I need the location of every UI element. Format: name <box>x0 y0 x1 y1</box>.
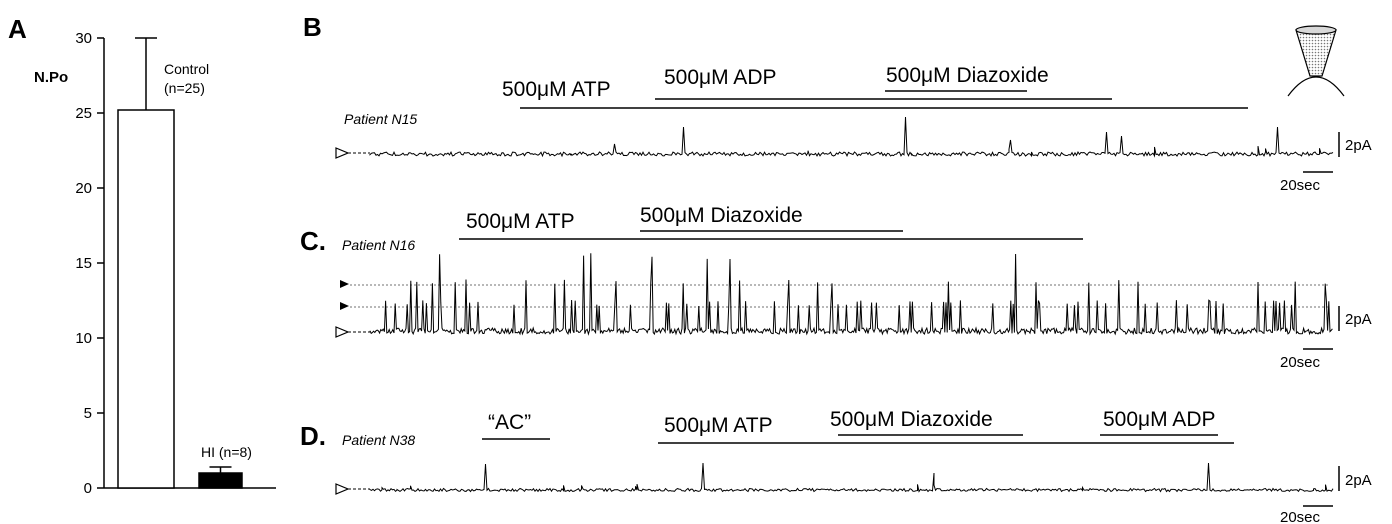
y-tick-label: 25 <box>75 105 92 122</box>
open-level-marker-1 <box>340 302 349 310</box>
scale-bar-current-label: 2pA <box>1345 472 1372 489</box>
y-tick-label: 30 <box>75 30 92 47</box>
scale-bar-current-label: 2pA <box>1345 311 1372 328</box>
panel-c-letter: C. <box>300 226 326 256</box>
panel-b: B 500μM ATP 500μM ADP 500μM Diazoxide Pa… <box>303 12 1372 194</box>
drug-label-adp: 500μM ADP <box>664 66 777 89</box>
open-level-marker-2 <box>340 280 349 288</box>
current-trace <box>369 253 1333 336</box>
drug-label-diazoxide: 500μM Diazoxide <box>640 204 803 227</box>
closed-level-marker <box>335 326 350 338</box>
bar-control <box>117 109 175 489</box>
patch-pipette-icon <box>1287 25 1345 97</box>
closed-level-marker <box>335 147 350 159</box>
drug-label-diazoxide: 500μM Diazoxide <box>886 64 1049 87</box>
patient-label: Patient N38 <box>342 432 415 448</box>
y-tick-label: 10 <box>75 330 92 347</box>
panel-a: A N.Po 0 5 10 15 20 25 30 Control (n=25) HI (n=8… <box>8 14 276 497</box>
panel-b-letter: B <box>303 12 322 42</box>
y-ticks: 0 5 10 15 20 25 30 <box>75 30 104 497</box>
y-tick-label: 0 <box>84 480 92 497</box>
panel-d-letter: D. <box>300 421 326 451</box>
drug-label-ac: “AC” <box>488 411 531 434</box>
closed-level-marker <box>335 483 350 495</box>
current-trace <box>369 116 1334 158</box>
panel-c: C. Patient N16 500μM ATP 500μM Diazoxide… <box>300 204 1372 371</box>
drug-label-atp: 500μM ATP <box>466 210 575 233</box>
y-tick-label: 20 <box>75 180 92 197</box>
drug-label-diazoxide: 500μM Diazoxide <box>830 408 993 431</box>
drug-label-atp: 500μM ATP <box>664 414 773 437</box>
bar-label: Control <box>164 61 209 77</box>
current-trace <box>369 462 1334 493</box>
patient-label: Patient N15 <box>344 111 417 127</box>
bar-label: HI (n=8) <box>201 444 252 460</box>
y-tick-label: 5 <box>84 405 92 422</box>
patient-label: Patient N16 <box>342 237 415 253</box>
scale-bar-current-label: 2pA <box>1345 137 1372 154</box>
bar-hi <box>198 472 243 489</box>
scale-bar-time-label: 20sec <box>1280 509 1321 524</box>
scale-bar-time-label: 20sec <box>1280 354 1321 371</box>
drug-label-atp: 500μM ATP <box>502 78 611 101</box>
bars: Control (n=25) HI (n=8) <box>117 37 252 489</box>
drug-label-adp: 500μM ADP <box>1103 408 1216 431</box>
y-tick-label: 15 <box>75 255 92 272</box>
bar-label: (n=25) <box>164 80 205 96</box>
y-axis-label: N.Po <box>34 69 68 86</box>
panel-a-letter: A <box>8 14 27 44</box>
scale-bar-time-label: 20sec <box>1280 177 1321 194</box>
panel-d: D. Patient N38 “AC” 500μM ATP 500μM Diaz… <box>300 408 1372 524</box>
